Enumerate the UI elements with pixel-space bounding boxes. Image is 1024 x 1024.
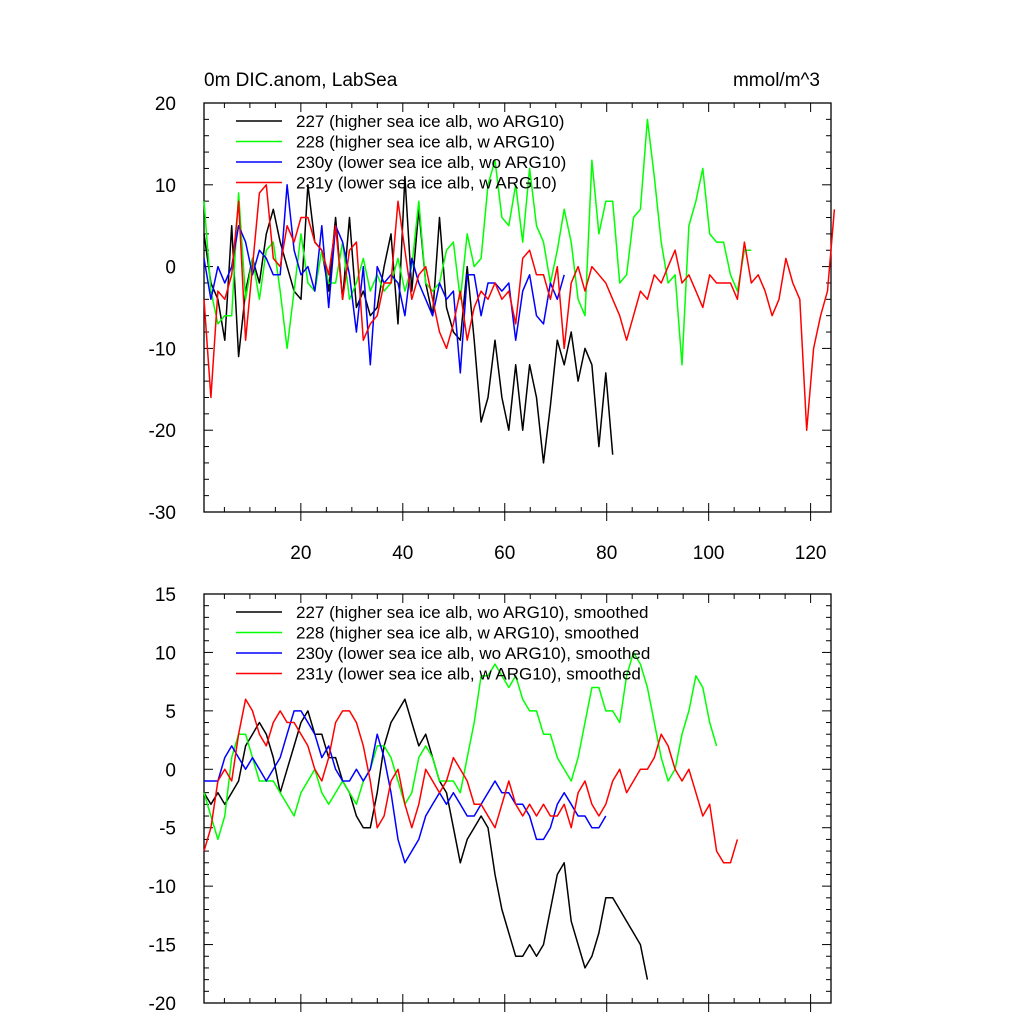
y-tick-label: -20 [149,994,176,1015]
x-tick-label: 80 [596,543,617,564]
y-tick-label: 15 [155,585,176,606]
y-tick-label: -10 [149,339,176,360]
series-line-2 [204,710,607,864]
top-panel-series [203,118,836,464]
legend-label-3: 231y (lower sea ice alb, w ARG10), smoot… [296,665,641,684]
top-panel-ticks: -30 -20 -10 0 10 20 20 40 60 80 100 120 [149,94,831,564]
y-tick-label: -20 [149,421,176,442]
legend-label-0: 227 (higher sea ice alb, wo ARG10) [296,112,564,131]
series-line-1 [203,118,752,366]
y-tick-label: -10 [149,877,176,898]
legend-label-3: 231y (lower sea ice alb, w ARG10) [296,174,557,193]
top-panel-legend: 227 (higher sea ice alb, wo ARG10) 228 (h… [236,112,566,193]
series-line-3 [203,698,739,864]
bottom-panel-series [203,651,739,980]
x-tick-label: 40 [392,543,413,564]
top-panel-title: 0m DIC.anom, LabSea [204,70,398,91]
series-line-3 [203,184,836,431]
top-panel-units: mmol/m^3 [733,70,820,91]
y-tick-label: 10 [155,176,176,197]
y-tick-label: -5 [159,819,176,840]
bottom-panel: -20 -15 -10 -5 0 5 10 15 227 (higher sea ice al… [149,585,832,1015]
y-tick-label: 5 [165,702,176,723]
legend-label-1: 228 (higher sea ice alb, w ARG10) [296,133,555,152]
x-tick-label: 120 [795,543,827,564]
y-tick-label: -30 [149,503,176,524]
legend-label-0: 227 (higher sea ice alb, wo ARG10), smoo… [296,603,648,622]
top-panel: 0m DIC.anom, LabSea mmol/m^3 -30 -20 -10 0 1… [149,70,836,564]
series-line-1 [203,651,718,841]
legend-label-2: 230y (lower sea ice alb, wo ARG10) [296,153,566,172]
y-tick-label: 20 [155,94,176,115]
y-tick-label: 10 [155,643,176,664]
y-tick-label: 0 [165,760,176,781]
legend-label-2: 230y (lower sea ice alb, wo ARG10), smoo… [296,644,650,663]
bottom-panel-frame [203,593,832,1004]
y-tick-label: 0 [165,258,176,279]
legend-label-1: 228 (higher sea ice alb, w ARG10), smoot… [296,624,639,643]
x-tick-label: 60 [494,543,515,564]
series-line-0 [203,698,649,980]
x-tick-label: 100 [693,543,725,564]
series-line-0 [203,175,614,464]
y-tick-label: -15 [149,936,176,957]
bottom-panel-ticks: -20 -15 -10 -5 0 5 10 15 [149,585,831,1015]
x-tick-label: 20 [290,543,311,564]
bottom-panel-legend: 227 (higher sea ice alb, wo ARG10), smoo… [236,603,650,684]
